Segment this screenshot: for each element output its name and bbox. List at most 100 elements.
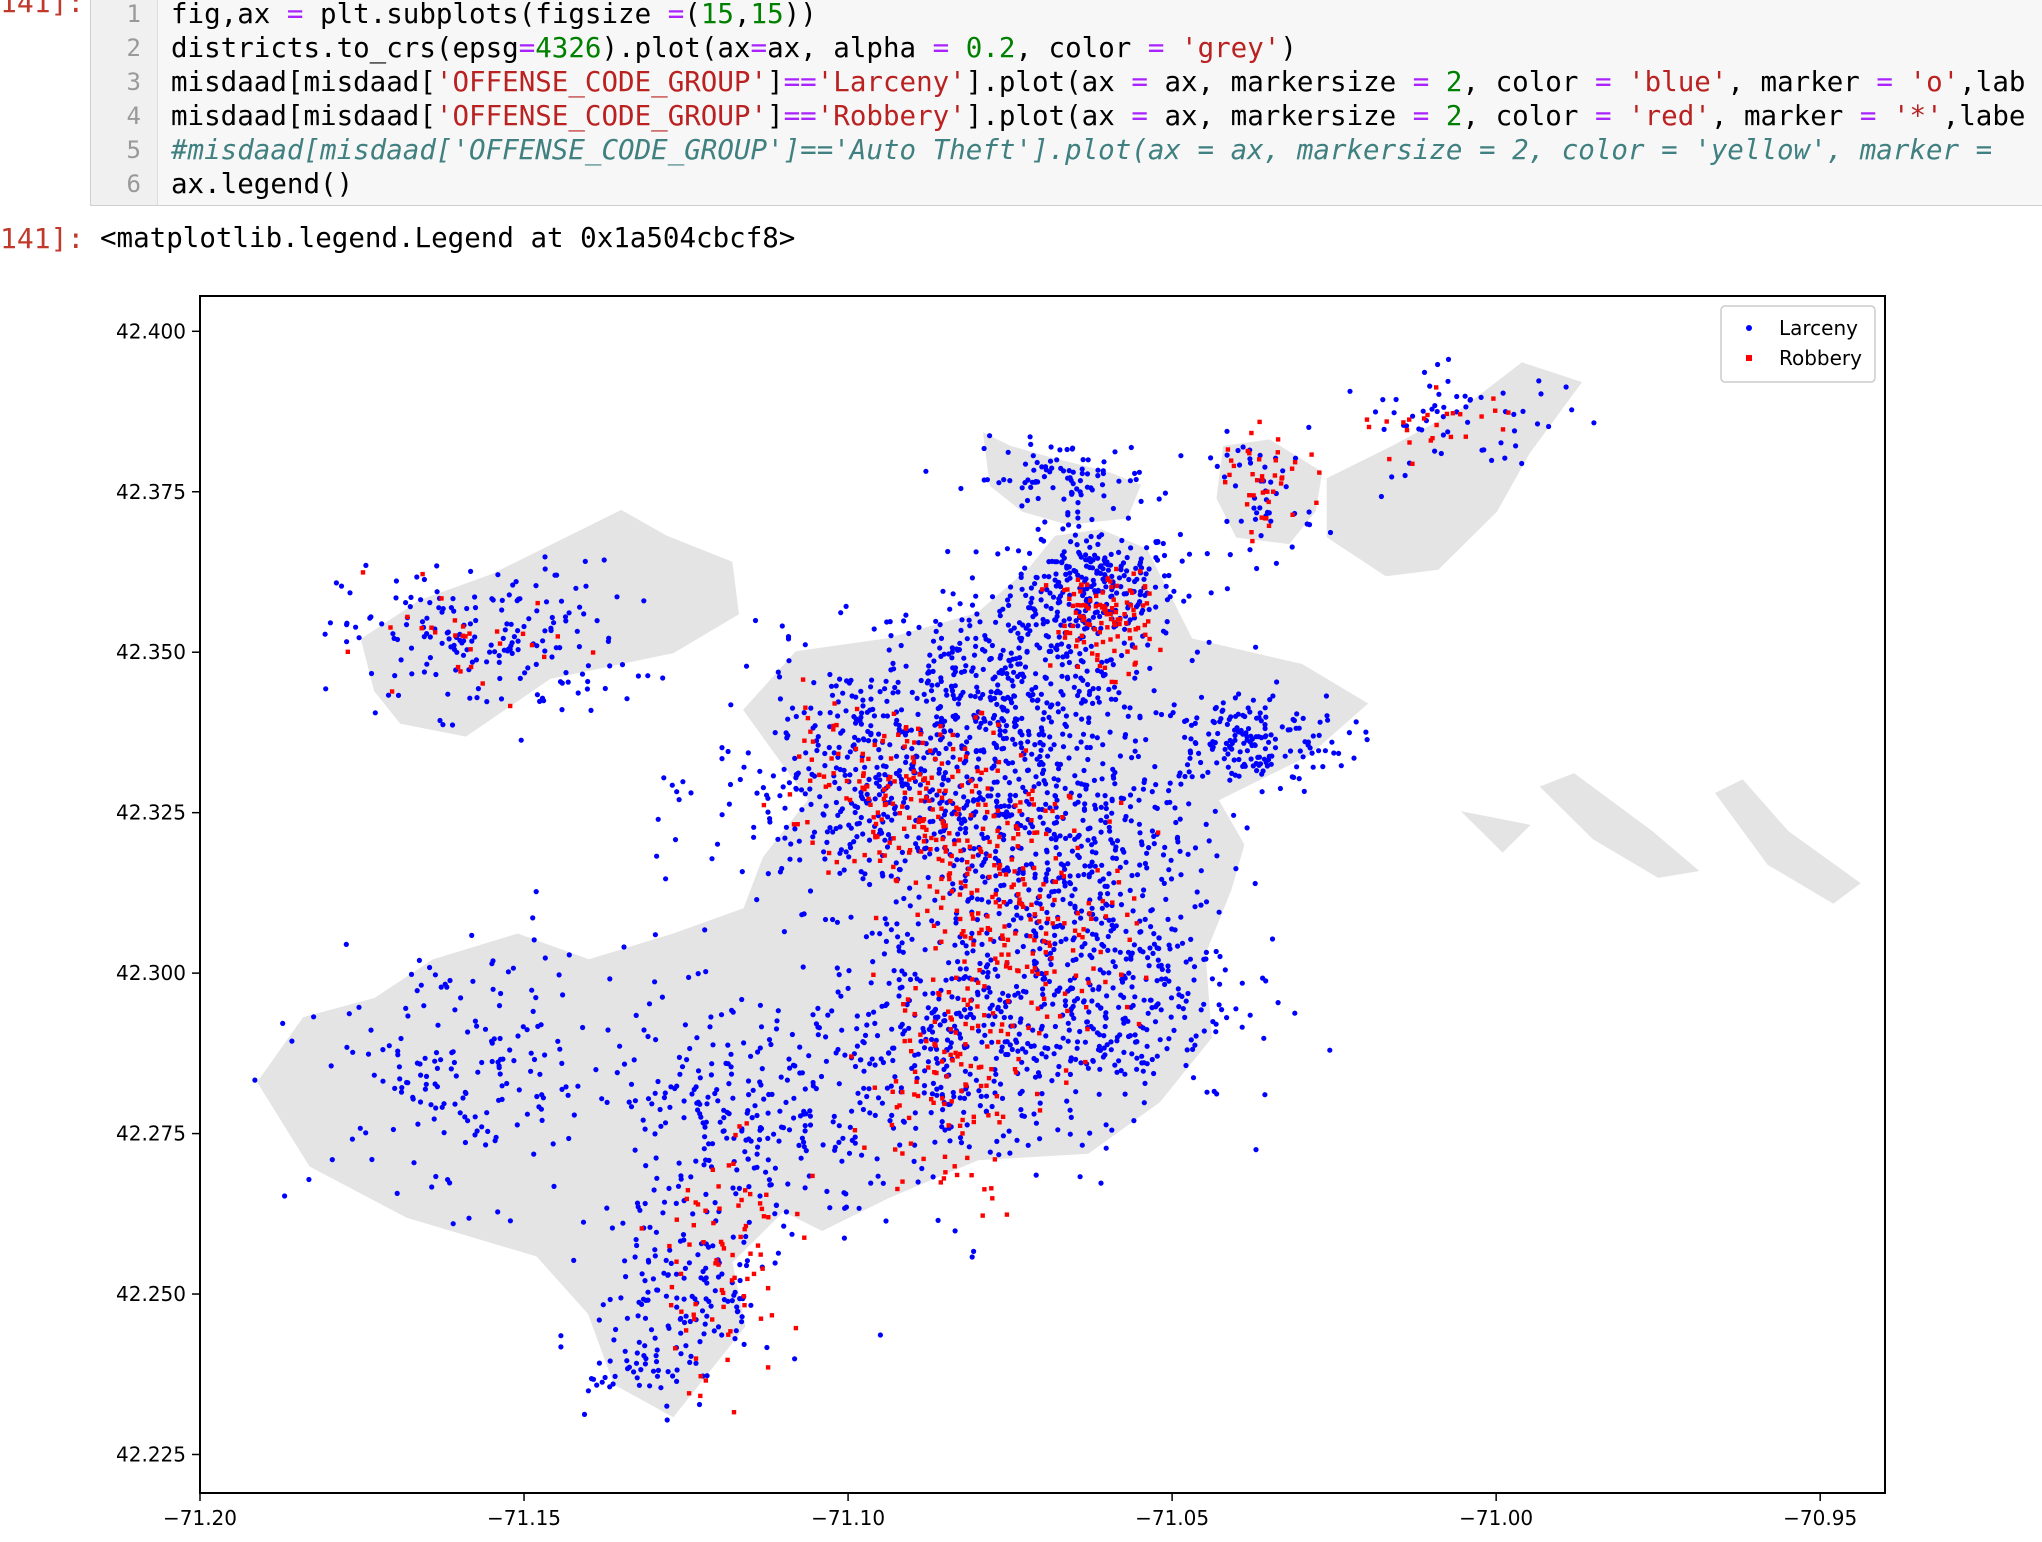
larceny-point — [1043, 467, 1049, 473]
larceny-point — [1139, 1053, 1145, 1059]
larceny-point — [827, 671, 833, 678]
larceny-point — [1019, 745, 1025, 751]
larceny-point — [1062, 1002, 1069, 1009]
larceny-point — [1035, 495, 1041, 502]
larceny-point — [1063, 723, 1069, 729]
robbery-point — [1266, 523, 1272, 528]
code-input-area[interactable]: 1 fig,ax = plt.subplots(figsize =(15,15))… — [90, 0, 2042, 206]
larceny-point — [1347, 388, 1353, 394]
robbery-point — [918, 798, 924, 803]
robbery-point — [1007, 965, 1013, 971]
robbery-point — [929, 835, 934, 841]
larceny-point — [993, 1071, 999, 1077]
larceny-point — [667, 1247, 673, 1253]
robbery-point — [904, 725, 909, 730]
larceny-point — [956, 816, 962, 822]
code-text: #misdaad[misdaad['OFFENSE_CODE_GROUP']==… — [171, 133, 1992, 167]
larceny-point — [765, 809, 771, 815]
larceny-point — [945, 548, 951, 555]
larceny-point — [985, 899, 992, 905]
larceny-point — [1099, 920, 1105, 926]
larceny-point — [610, 1381, 616, 1387]
larceny-point — [1069, 491, 1075, 497]
larceny-point — [1011, 669, 1017, 675]
robbery-point — [1117, 617, 1123, 622]
larceny-point — [719, 812, 725, 818]
larceny-point — [1055, 709, 1061, 715]
larceny-point — [1236, 691, 1242, 697]
robbery-point — [1113, 609, 1118, 615]
larceny-point — [1066, 468, 1072, 474]
larceny-point — [876, 747, 882, 753]
robbery-point — [1114, 583, 1120, 589]
larceny-point — [1106, 917, 1112, 923]
larceny-point — [982, 1032, 988, 1038]
larceny-point — [634, 1200, 641, 1206]
robbery-point — [1092, 627, 1098, 632]
larceny-point — [573, 585, 579, 591]
larceny-point — [837, 676, 843, 682]
larceny-point — [1023, 862, 1029, 868]
larceny-point — [1296, 776, 1302, 782]
robbery-point — [1034, 830, 1040, 835]
robbery-point — [743, 1223, 749, 1229]
larceny-point — [1077, 793, 1083, 799]
robbery-point — [673, 1346, 678, 1351]
larceny-point — [932, 897, 938, 903]
larceny-point — [935, 920, 941, 926]
larceny-point — [1110, 959, 1116, 965]
larceny-point — [1061, 618, 1067, 624]
robbery-point — [1013, 931, 1018, 936]
larceny-point — [1014, 1039, 1020, 1045]
larceny-point — [1310, 733, 1316, 739]
larceny-point — [1012, 724, 1018, 730]
larceny-point — [701, 1146, 707, 1152]
larceny-point — [768, 1041, 774, 1048]
larceny-point — [929, 1036, 935, 1043]
larceny-point — [987, 433, 993, 439]
larceny-point — [1066, 755, 1072, 761]
y-tick-label: 42.325 — [116, 801, 186, 825]
code-token: ) — [1280, 32, 1297, 64]
robbery-point — [1097, 602, 1103, 608]
larceny-point — [1019, 586, 1025, 592]
larceny-point — [434, 589, 440, 595]
larceny-point — [1186, 593, 1192, 599]
larceny-point — [1351, 755, 1357, 761]
legend-marker-robbery — [1746, 355, 1752, 361]
larceny-point — [914, 845, 921, 851]
robbery-point — [1122, 612, 1127, 617]
larceny-point — [1033, 774, 1039, 780]
y-tick-label: 42.275 — [116, 1122, 186, 1146]
larceny-point — [903, 759, 909, 765]
larceny-point — [1039, 970, 1045, 977]
robbery-point — [1132, 896, 1137, 901]
robbery-point — [924, 1038, 929, 1044]
robbery-point — [911, 760, 917, 765]
larceny-point — [1042, 976, 1048, 982]
larceny-point — [1031, 928, 1037, 934]
larceny-point — [502, 627, 508, 633]
larceny-point — [902, 1028, 908, 1034]
larceny-point — [252, 1077, 258, 1083]
robbery-point — [985, 1044, 990, 1049]
larceny-point — [680, 1232, 687, 1238]
larceny-point — [1019, 671, 1025, 677]
robbery-point — [958, 1051, 963, 1057]
robbery-point — [1115, 617, 1120, 622]
larceny-point — [363, 1130, 369, 1136]
larceny-point — [655, 1367, 662, 1373]
larceny-point — [1053, 783, 1059, 789]
larceny-point — [912, 1063, 918, 1069]
larceny-point — [737, 776, 743, 783]
larceny-point — [356, 1004, 362, 1010]
robbery-point — [800, 677, 806, 682]
robbery-point — [810, 739, 816, 744]
larceny-point — [1059, 673, 1065, 679]
larceny-point — [935, 1060, 941, 1066]
larceny-point — [416, 957, 422, 964]
larceny-point — [497, 1071, 503, 1077]
larceny-point — [1004, 671, 1010, 677]
larceny-point — [517, 596, 523, 602]
larceny-point — [1178, 914, 1184, 920]
